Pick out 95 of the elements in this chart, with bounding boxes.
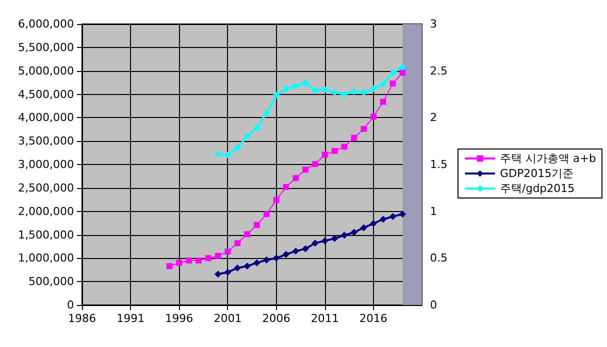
- point: [292, 175, 299, 182]
- y2-tick-label: 2: [430, 111, 437, 124]
- y2-tick-label: 2.5: [430, 64, 448, 78]
- y-tick-label: 500,000: [28, 275, 74, 288]
- point: [176, 260, 182, 266]
- point: [322, 152, 328, 158]
- point: [302, 80, 309, 87]
- legend-label: GDP2015기준: [500, 167, 574, 180]
- y-tick-label: 3,000,000: [18, 158, 74, 171]
- y2-tick-label: 1: [430, 204, 437, 218]
- point: [292, 248, 300, 255]
- point: [283, 184, 289, 190]
- point: [370, 85, 377, 92]
- point: [389, 69, 396, 76]
- point: [390, 80, 396, 86]
- y-tick-label: 4,500,000: [18, 88, 74, 101]
- point: [234, 144, 241, 152]
- point: [302, 245, 309, 252]
- point: [399, 64, 406, 71]
- y-tick-label: 5,000,000: [18, 64, 74, 78]
- y2-tick-label: 1.5: [430, 158, 448, 171]
- point: [263, 109, 270, 116]
- point: [196, 258, 202, 264]
- y-tick-label: 3,500,000: [18, 134, 74, 148]
- point: [263, 256, 270, 264]
- x-tick-label: 2006: [262, 312, 290, 325]
- y-tick-label: 6,000,000: [18, 18, 74, 30]
- point: [312, 87, 319, 94]
- y2-tick-label: 0: [430, 298, 437, 312]
- point: [244, 132, 251, 140]
- point: [273, 197, 280, 204]
- y-tick-label: 0: [67, 298, 74, 312]
- point: [332, 148, 338, 154]
- point: [224, 248, 231, 255]
- point: [331, 234, 338, 242]
- x-tick-label: 2016: [359, 312, 388, 325]
- point: [244, 231, 250, 238]
- point: [370, 114, 376, 120]
- point: [253, 124, 260, 132]
- point: [224, 152, 232, 159]
- legend-label: 주택/gdp2015: [500, 182, 575, 195]
- point: [234, 264, 241, 272]
- point: [244, 262, 251, 270]
- point: [380, 216, 387, 223]
- point: [400, 70, 406, 76]
- x-tick-label: 1991: [116, 312, 145, 325]
- point: [350, 228, 358, 236]
- x-tick-label: 2011: [310, 312, 339, 325]
- y2-tick-label: 3: [430, 18, 437, 30]
- point: [331, 88, 338, 96]
- point: [214, 270, 222, 278]
- point: [321, 237, 328, 244]
- point: [370, 220, 377, 228]
- point: [340, 90, 348, 98]
- y-tick-label: 1,000,000: [18, 252, 74, 265]
- point: [341, 144, 348, 150]
- y-tick-label: 1,500,000: [18, 228, 74, 242]
- point: [380, 80, 387, 88]
- legend-label: 주택 시가총액 a+b: [500, 152, 596, 165]
- point: [389, 212, 396, 220]
- y-tick-label: 4,000,000: [18, 111, 74, 124]
- point: [272, 254, 280, 262]
- point: [350, 88, 358, 95]
- x-tick-label: 1986: [68, 312, 96, 325]
- point: [312, 161, 318, 168]
- point: [234, 240, 240, 246]
- point: [292, 82, 300, 90]
- point: [224, 268, 232, 276]
- point: [360, 88, 368, 96]
- point: [302, 166, 308, 173]
- point: [282, 85, 290, 92]
- point: [253, 259, 260, 266]
- point: [312, 240, 319, 247]
- point: [272, 92, 280, 99]
- point: [282, 250, 290, 258]
- y-tick-label: 2,000,000: [18, 204, 74, 218]
- point: [254, 222, 260, 228]
- y-tick-label: 5,500,000: [18, 40, 74, 54]
- point: [264, 211, 270, 218]
- point: [351, 134, 357, 141]
- point: [186, 258, 192, 264]
- x-tick-label: 1996: [165, 312, 194, 325]
- x-tick-label: 2001: [214, 312, 242, 325]
- point: [215, 252, 221, 259]
- y-tick-label: 2,500,000: [18, 181, 74, 194]
- point: [214, 150, 222, 158]
- point: [340, 232, 348, 239]
- point: [380, 98, 386, 105]
- y2-tick-label: 0.5: [430, 252, 448, 265]
- point: [166, 263, 172, 270]
- point: [360, 224, 368, 232]
- point: [399, 210, 406, 218]
- point: [360, 126, 367, 132]
- point: [205, 255, 212, 262]
- point: [321, 86, 328, 94]
